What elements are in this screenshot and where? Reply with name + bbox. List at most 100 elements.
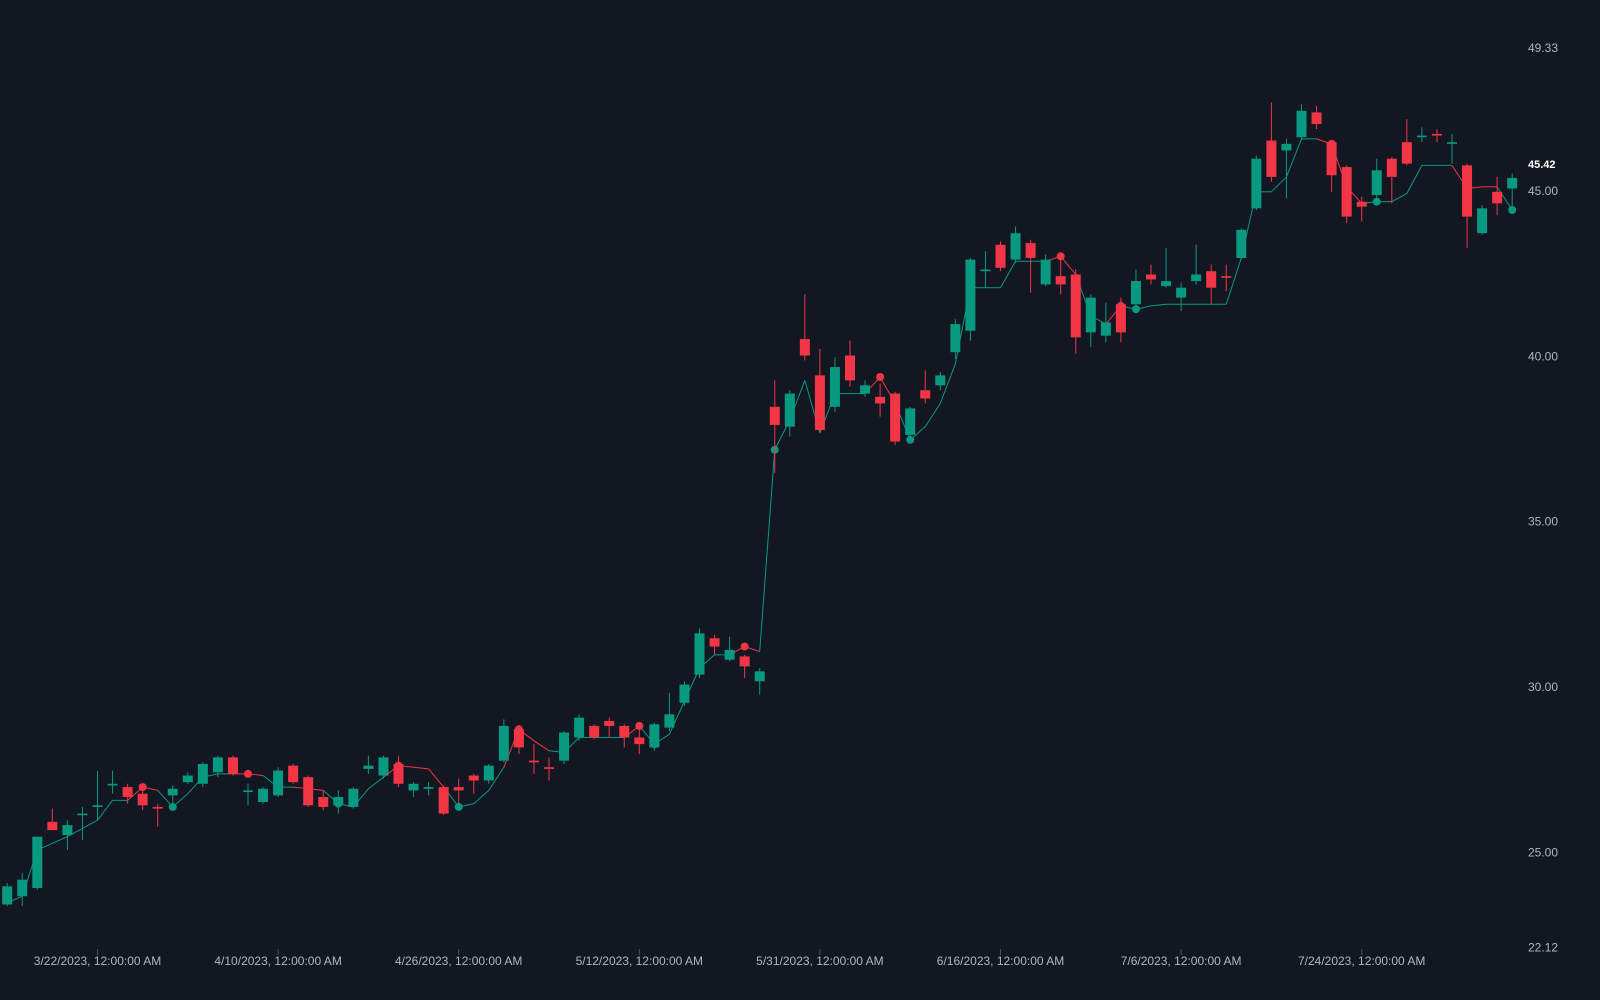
candle-body (1025, 243, 1036, 258)
candle-body (408, 783, 419, 791)
trend-line (67, 828, 83, 838)
trend-line (1391, 193, 1408, 203)
candle-body (243, 790, 253, 793)
candle-body (769, 406, 780, 425)
candle-body (1462, 165, 1473, 217)
candle-body (694, 633, 705, 675)
trend-line (368, 776, 384, 790)
candle-body (905, 408, 916, 435)
candle-body (152, 806, 163, 809)
candle-body (167, 788, 178, 796)
candle-body (1040, 259, 1051, 285)
candle-body (1477, 208, 1488, 234)
trend-flip-dot (740, 642, 749, 651)
candle-body (62, 825, 73, 836)
candle-body (845, 355, 855, 381)
trend-line (82, 819, 98, 829)
x-tick-label: 4/10/2023, 12:00:00 AM (214, 954, 341, 968)
candle-body (1341, 166, 1352, 217)
candle-body (875, 396, 886, 404)
candle-body (182, 775, 193, 783)
candle-body (784, 393, 795, 427)
trend-line (533, 740, 550, 752)
trend-line (1406, 165, 1423, 194)
candle-body (1492, 191, 1503, 204)
candle-body (1371, 170, 1382, 196)
candle-body (724, 649, 735, 660)
y-tick-label: 35.00 (1528, 515, 1558, 529)
trend-flip-dot (1372, 197, 1381, 206)
candle-body (829, 367, 840, 407)
candle-body (559, 732, 570, 761)
y-tick-label: 40.00 (1528, 349, 1558, 363)
candle-body (649, 724, 660, 748)
trend-flip-dot (1056, 252, 1065, 261)
candle-body (348, 788, 359, 807)
x-tick-label: 6/16/2023, 12:00:00 AM (937, 954, 1064, 968)
trend-line (413, 766, 429, 770)
candle-body (1311, 112, 1322, 125)
candle-body (107, 783, 118, 786)
candle-body (273, 770, 284, 796)
candle-body (1191, 274, 1202, 282)
candle-body (709, 638, 720, 647)
candle-body (1266, 140, 1277, 177)
candle-body (1221, 276, 1232, 278)
trend-flip-dot (1508, 205, 1517, 214)
candle-body (318, 797, 329, 807)
candle-body (513, 729, 524, 748)
y-tick-label: 30.00 (1528, 680, 1558, 694)
candle-body (17, 879, 28, 897)
y-tick-label: 25.00 (1528, 845, 1558, 859)
candle-body (980, 269, 991, 272)
candle-body (860, 385, 871, 394)
candle-body (1130, 281, 1141, 305)
trend-line (97, 800, 113, 821)
trend-line (1496, 186, 1513, 211)
candle-body (1176, 287, 1187, 298)
candle-body (935, 375, 946, 386)
x-tick-label: 4/26/2023, 12:00:00 AM (395, 954, 522, 968)
candle-body (1055, 276, 1066, 285)
x-tick-label: 5/12/2023, 12:00:00 AM (576, 954, 703, 968)
x-tick-label: 7/6/2023, 12:00:00 AM (1121, 954, 1242, 968)
candle-body (1100, 322, 1111, 336)
trend-line (1271, 176, 1287, 193)
candle-body (1326, 142, 1337, 176)
candle-body (363, 765, 374, 769)
candle-body (303, 777, 314, 806)
candle-body (1010, 233, 1021, 260)
trend-line (488, 766, 505, 791)
candle-body (258, 788, 269, 802)
candle-body (890, 393, 901, 442)
candle-body (739, 656, 750, 667)
x-tick-label: 3/22/2023, 12:00:00 AM (34, 954, 161, 968)
candle-body (227, 757, 238, 774)
candle-body (1115, 304, 1126, 333)
candle-body (679, 684, 690, 703)
candle-body (1447, 142, 1457, 144)
y-tick-label: 45.00 (1528, 184, 1558, 198)
candle-body (423, 787, 434, 789)
candle-body (393, 763, 404, 784)
candle-body (212, 757, 223, 773)
candle-body (498, 725, 509, 761)
candle-body (589, 725, 600, 738)
trend-line (939, 363, 956, 404)
candle-body (1416, 135, 1427, 138)
candle-body (1356, 201, 1367, 207)
candle-body (1206, 271, 1217, 288)
candle-body (137, 793, 148, 806)
trend-line (759, 449, 776, 652)
y-tick-label: 22.12 (1528, 941, 1558, 955)
candle-body (814, 375, 825, 430)
candle-body (664, 714, 675, 728)
trend-line (924, 403, 941, 427)
candle-body (1281, 143, 1292, 151)
last-price-label: 45.42 (1528, 159, 1556, 171)
candle-body (604, 720, 615, 726)
trend-flip-dot (635, 721, 644, 730)
candle-body (1085, 297, 1096, 333)
trend-line (1000, 261, 1016, 288)
